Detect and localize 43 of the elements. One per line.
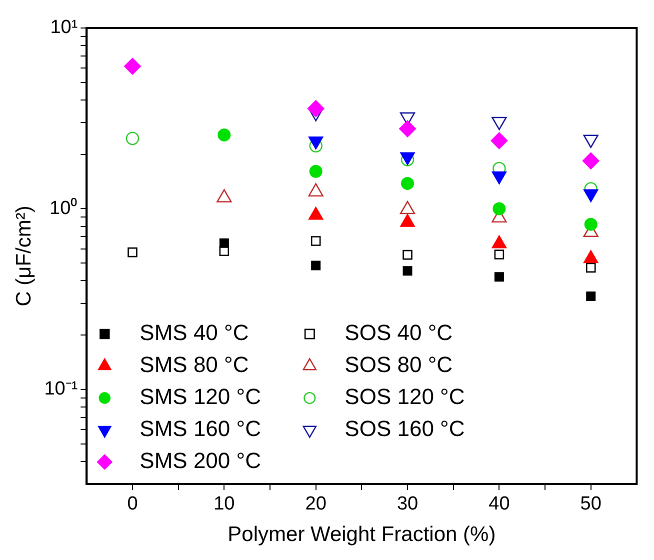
legend-label: SMS 120 °C: [140, 384, 262, 410]
x-tick-label: 20: [305, 494, 326, 515]
point: [399, 120, 416, 138]
y-axis-title: C (μF/cm²): [12, 206, 36, 306]
x-tick-label: 0: [127, 494, 138, 515]
point: [124, 58, 141, 75]
point: [586, 292, 596, 301]
point: [309, 164, 322, 178]
y-tick-label: 10⁻¹: [44, 378, 78, 400]
y-tick-label: 10¹: [50, 17, 78, 38]
point: [490, 132, 508, 150]
point: [309, 139, 322, 152]
point: [586, 262, 596, 273]
legend-label: SMS 80 °C: [140, 352, 249, 378]
point: [218, 128, 231, 142]
legend-label: SOS 120 °C: [344, 384, 465, 410]
y-tick-label: 10⁰: [50, 196, 78, 219]
point: [219, 238, 229, 248]
x-axis-title: Polymer Weight Fraction (%): [228, 523, 496, 546]
point: [584, 218, 598, 231]
point: [402, 250, 412, 260]
point: [492, 202, 506, 216]
x-tick-label: 40: [488, 494, 510, 515]
x-tick-label: 30: [396, 494, 418, 515]
point: [307, 100, 324, 118]
legend-label: SOS 80 °C: [344, 352, 453, 378]
legend-label: SMS 200 °C: [140, 448, 262, 474]
point: [310, 236, 321, 246]
x-tick-label: 50: [580, 494, 602, 515]
point: [128, 247, 138, 258]
legend-label: SMS 40 °C: [140, 320, 249, 346]
x-tick-label: 10: [214, 494, 235, 515]
point: [219, 246, 230, 256]
point: [401, 176, 414, 190]
point: [494, 250, 504, 260]
legend-label: SMS 160 °C: [140, 416, 262, 442]
point: [582, 152, 600, 170]
point: [126, 132, 140, 146]
legend-label: SOS 40 °C: [344, 320, 453, 346]
legend-label: SOS 160 °C: [344, 416, 465, 442]
point: [494, 272, 504, 282]
point: [402, 266, 412, 276]
point: [311, 260, 321, 270]
